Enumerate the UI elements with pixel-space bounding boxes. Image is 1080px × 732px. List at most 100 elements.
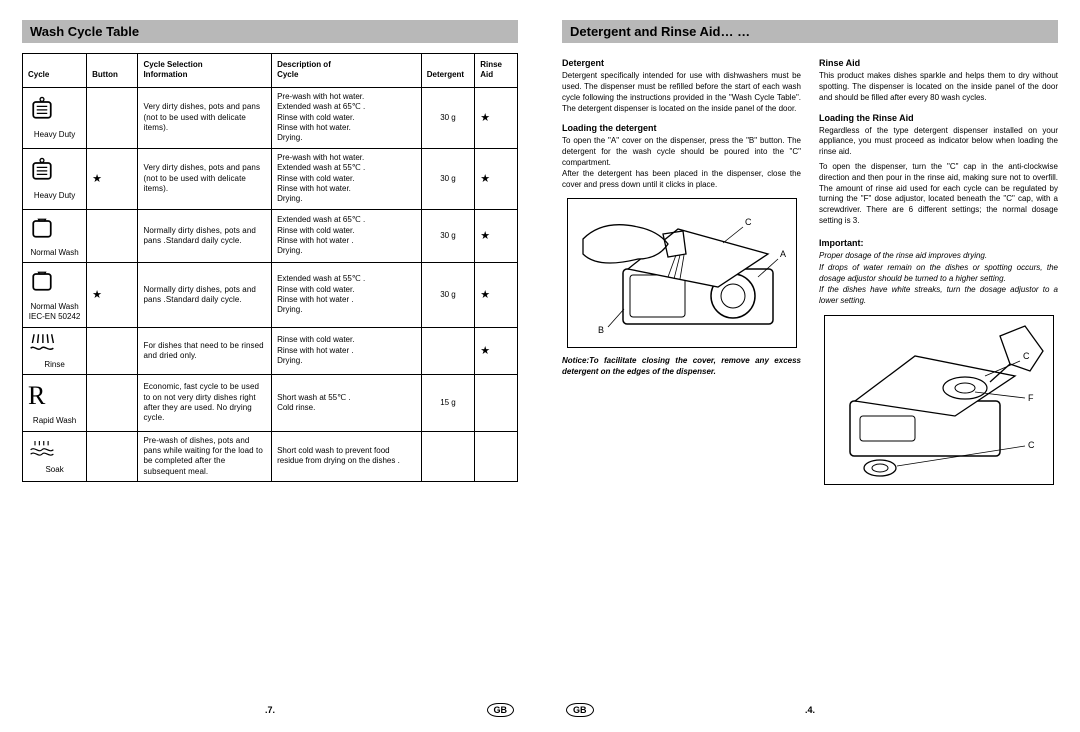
cell-button	[87, 87, 138, 148]
cell-info: For dishes that need to be rinsed and dr…	[138, 327, 272, 375]
cell-button	[87, 209, 138, 263]
h-detergent: Detergent	[562, 57, 801, 69]
table-row: Rinse For dishes that need to be rinsed a…	[23, 327, 518, 375]
cell-rinse: ★	[475, 209, 518, 263]
page-wash-cycle-table: Wash Cycle Table Cycle Button Cycle Sele…	[0, 0, 540, 732]
cell-cycle: Heavy Duty	[23, 87, 87, 148]
cell-detergent: 15 g	[421, 375, 474, 431]
h-loading-detergent: Loading the detergent	[562, 122, 801, 134]
cell-desc: Extended wash at 65℃ .Rinse with cold wa…	[272, 209, 422, 263]
cell-info: Economic, fast cycle to be used to on no…	[138, 375, 272, 431]
cell-desc: Short wash at 55℃ .Cold rinse.	[272, 375, 422, 431]
cell-desc: Rinse with cold water.Rinse with hot wat…	[272, 327, 422, 375]
footer-right: GB .4.	[562, 700, 1058, 720]
cycle-icon	[28, 332, 81, 357]
rinse-aid-dispenser-icon: C F C	[825, 316, 1055, 486]
cycle-icon	[28, 437, 81, 462]
cell-desc: Extended wash at 55℃ .Rinse with cold wa…	[272, 263, 422, 327]
cell-cycle: Normal Wash	[23, 209, 87, 263]
cycle-icon	[28, 156, 81, 187]
fig2-label-C2: C	[1028, 440, 1035, 450]
cycle-label-2: IEC-EN 50242	[28, 312, 81, 322]
cell-cycle: Normal WashIEC-EN 50242	[23, 263, 87, 327]
th-desc-top: Description of	[277, 60, 331, 69]
th-rinse-top: Rinse	[480, 60, 502, 69]
th-button-label: Button	[92, 70, 118, 79]
table-row: Heavy Duty Very dirty dishes, pots and pa…	[23, 87, 518, 148]
cell-rinse: ★	[475, 148, 518, 209]
important-item: If the dishes have white streaks, turn t…	[819, 285, 1058, 307]
cycle-label: Normal Wash	[28, 302, 81, 312]
table-row: Normal WashIEC-EN 50242★Normally dirty d…	[23, 263, 518, 327]
cell-cycle: R Rapid Wash	[23, 375, 87, 431]
p-loading-detergent-2: After the detergent has been placed in t…	[562, 169, 801, 191]
cycle-label: Rapid Wash	[28, 416, 81, 426]
cell-detergent: 30 g	[421, 148, 474, 209]
p-rinse-aid-1: This product makes dishes sparkle and he…	[819, 71, 1058, 103]
fig1-label-A: A	[780, 249, 786, 259]
th-cycle: Cycle	[23, 54, 87, 88]
th-detergent: Detergent	[421, 54, 474, 88]
figure-detergent-dispenser: A B C	[567, 198, 797, 348]
table-header-row: Cycle Button Cycle SelectionInformation …	[23, 54, 518, 88]
cycle-label: Soak	[28, 465, 81, 475]
cell-detergent	[421, 431, 474, 482]
cell-rinse: ★	[475, 263, 518, 327]
cell-rinse: ★	[475, 327, 518, 375]
gb-badge-right: GB	[566, 703, 594, 717]
cell-desc: Pre-wash with hot water.Extended wash at…	[272, 148, 422, 209]
cell-desc: Short cold wash to prevent food residue …	[272, 431, 422, 482]
cycle-label: Heavy Duty	[28, 191, 81, 201]
th-rinse-bottom: Aid	[480, 70, 493, 79]
th-desc-bottom: Cycle	[277, 70, 298, 79]
wash-cycle-table: Cycle Button Cycle SelectionInformation …	[22, 53, 518, 482]
cell-desc: Pre-wash with hot water.Extended wash at…	[272, 87, 422, 148]
h-loading-rinse-aid: Loading the Rinse Aid	[819, 112, 1058, 124]
important-list: Proper dosage of the rinse aid improves …	[819, 251, 1058, 307]
th-info-top: Cycle Selection	[143, 60, 202, 69]
gb-badge-left: GB	[487, 703, 515, 717]
cell-info: Pre-wash of dishes, pots and pans while …	[138, 431, 272, 482]
section-header-right: Detergent and Rinse Aid… …	[562, 20, 1058, 43]
cell-detergent: 30 g	[421, 263, 474, 327]
th-cycle-label: Cycle	[28, 70, 49, 79]
col-rinse-aid: Rinse Aid This product makes dishes spar…	[819, 53, 1058, 493]
cycle-icon: R	[28, 379, 81, 413]
cell-info: Normally dirty dishes, pots and pans .St…	[138, 263, 272, 327]
th-info: Cycle SelectionInformation	[138, 54, 272, 88]
fig1-label-B: B	[598, 325, 604, 335]
cell-button: ★	[87, 263, 138, 327]
th-rinse: RinseAid	[475, 54, 518, 88]
section-header-left: Wash Cycle Table	[22, 20, 518, 43]
detergent-dispenser-icon: A B C	[568, 199, 798, 349]
p-loading-rinse-2: To open the dispenser, turn the "C" cap …	[819, 162, 1058, 227]
th-desc: Description ofCycle	[272, 54, 422, 88]
page-number-right: .4.	[805, 705, 815, 715]
table-row: Normal Wash Normally dirty dishes, pots a…	[23, 209, 518, 263]
cell-cycle: Rinse	[23, 327, 87, 375]
cell-button	[87, 431, 138, 482]
col-detergent: Detergent Detergent specifically intende…	[562, 53, 801, 493]
table-row: Soak Pre-wash of dishes, pots and pans wh…	[23, 431, 518, 482]
cell-cycle: Soak	[23, 431, 87, 482]
cycle-icon	[28, 214, 81, 245]
cell-info: Normally dirty dishes, pots and pans .St…	[138, 209, 272, 263]
fig2-label-F: F	[1028, 393, 1034, 403]
table-row: R Rapid Wash Economic, fast cycle to be u…	[23, 375, 518, 431]
cell-detergent: 30 g	[421, 209, 474, 263]
cycle-label: Heavy Duty	[28, 130, 81, 140]
cell-rinse: ★	[475, 87, 518, 148]
page-number-left: .7.	[265, 705, 275, 715]
cell-detergent: 30 g	[421, 87, 474, 148]
cell-button: ★	[87, 148, 138, 209]
cell-detergent	[421, 327, 474, 375]
h-rinse-aid: Rinse Aid	[819, 57, 1058, 69]
important-item: If drops of water remain on the dishes o…	[819, 263, 1058, 285]
p-detergent-1: Detergent specifically intended for use …	[562, 71, 801, 114]
two-column-body: Detergent Detergent specifically intende…	[562, 53, 1058, 493]
cycle-icon	[28, 95, 81, 126]
page-detergent-rinse-aid: Detergent and Rinse Aid… … Detergent Det…	[540, 0, 1080, 732]
footer-left: .7. GB	[22, 700, 518, 720]
h-important: Important:	[819, 237, 1058, 249]
cell-info: Very dirty dishes, pots and pans (not to…	[138, 87, 272, 148]
